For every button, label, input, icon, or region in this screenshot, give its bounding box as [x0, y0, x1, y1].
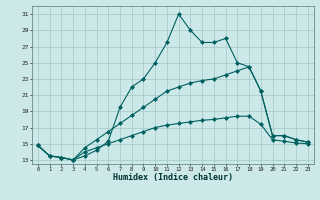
X-axis label: Humidex (Indice chaleur): Humidex (Indice chaleur): [113, 173, 233, 182]
